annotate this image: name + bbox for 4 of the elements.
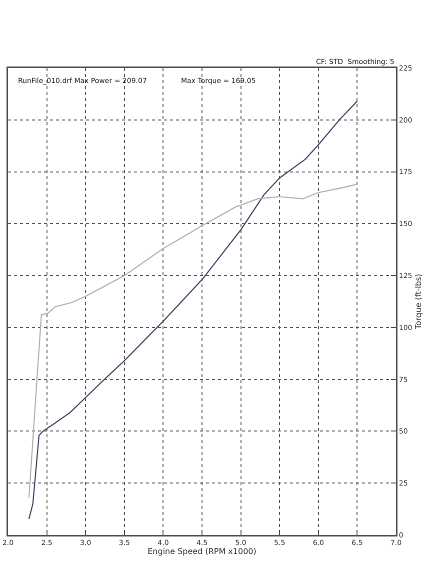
x-axis-title: Engine Speed (RPM x1000)	[148, 546, 256, 556]
line-series	[28, 184, 358, 498]
line-series	[28, 100, 358, 520]
y-axis-title: Torque (ft-lbs)	[414, 274, 424, 330]
